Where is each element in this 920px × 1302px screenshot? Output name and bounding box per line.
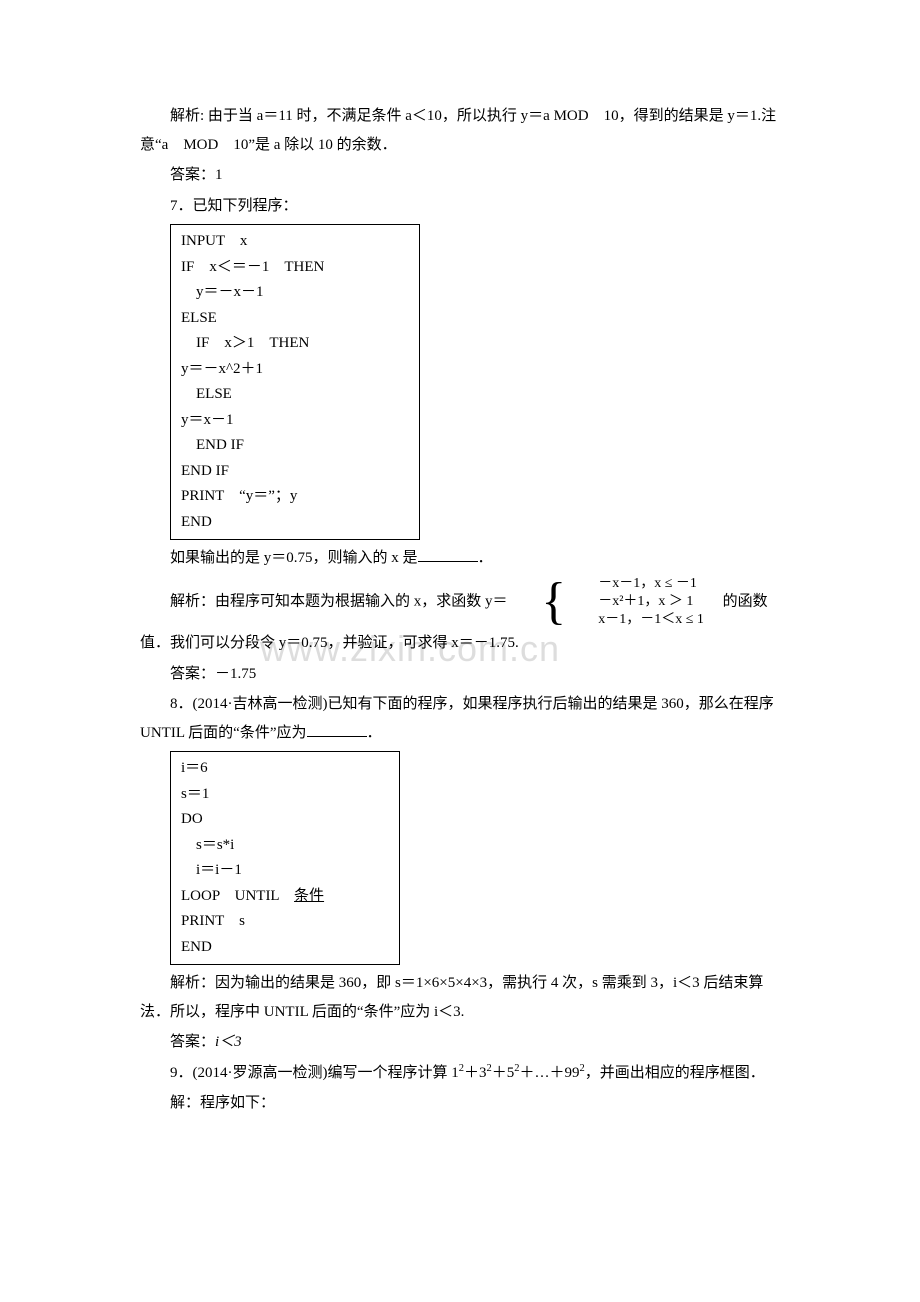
code-line: LOOP UNTIL 条件	[181, 884, 389, 910]
answer-label: 答案：	[170, 1034, 215, 1050]
answer-label: 答案：	[170, 666, 215, 682]
code-underline: 条件	[294, 888, 324, 904]
case-line: －x²＋1，x ＞ 1	[568, 593, 704, 611]
period: ．	[478, 550, 493, 566]
answer-value: －1.75	[215, 666, 256, 682]
p9-heading: 9．(2014·罗源高一检测)编写一个程序计算 12＋32＋52＋…＋992，并…	[140, 1059, 780, 1088]
p6-answer: 答案：1	[140, 161, 780, 190]
code-line: ELSE	[181, 306, 409, 332]
p8-heading: 8．(2014·吉林高一检测)已知有下面的程序，如果程序执行后输出的结果是 36…	[140, 690, 780, 747]
left-brace-icon: {	[511, 576, 566, 628]
fill-blank	[418, 547, 478, 562]
answer-value: i＜3	[215, 1034, 242, 1050]
code-line: END	[181, 935, 389, 961]
code-line: s＝s*i	[181, 833, 389, 859]
code-line: PRINT “y＝”；y	[181, 484, 409, 510]
code-line: s＝1	[181, 782, 389, 808]
p8-explain: 解析：因为输出的结果是 360，即 s＝1×6×5×4×3，需执行 4 次，s …	[140, 969, 780, 1026]
p9-mid3: ＋…＋99	[520, 1065, 580, 1081]
code-line: ELSE	[181, 382, 409, 408]
p8-answer: 答案：i＜3	[140, 1028, 780, 1057]
p7-after-text: 如果输出的是 y＝0.75，则输入的 x 是	[170, 550, 418, 566]
p6-explain: 解析: 由于当 a＝11 时，不满足条件 a＜10，所以执行 y＝a MOD 1…	[140, 102, 780, 159]
code-line: END IF	[181, 433, 409, 459]
p7-explain-pre: 解析：由程序可知本题为根据输入的 x，求函数 y＝	[170, 593, 508, 609]
p7-heading: 7．已知下列程序：	[140, 192, 780, 221]
code-line: PRINT s	[181, 909, 389, 935]
answer-label: 答案：	[170, 167, 215, 183]
p7-code-box: INPUT x IF x＜＝－1 THEN y＝－x－1 ELSE IF x＞1…	[170, 224, 420, 540]
period: ．	[367, 725, 382, 741]
p7-answer: 答案：－1.75	[140, 660, 780, 689]
piecewise-cases: －x－1，x ≤ －1 －x²＋1，x ＞ 1 x－1，－1＜x ≤ 1	[568, 575, 704, 630]
fill-blank	[307, 722, 367, 737]
p7-after: 如果输出的是 y＝0.75，则输入的 x 是 ．	[140, 544, 780, 573]
code-line: END IF	[181, 459, 409, 485]
code-line: IF x＞1 THEN	[181, 331, 409, 357]
p9-pre: 9．(2014·罗源高一检测)编写一个程序计算 1	[170, 1065, 459, 1081]
p8-heading-text: 8．(2014·吉林高一检测)已知有下面的程序，如果程序执行后输出的结果是 36…	[140, 696, 774, 741]
answer-value: 1	[215, 167, 223, 183]
p8-code-box: i＝6 s＝1 DO s＝s*i i＝i－1 LOOP UNTIL 条件 PRI…	[170, 751, 400, 965]
code-line: INPUT x	[181, 229, 409, 255]
code-line: IF x＜＝－1 THEN	[181, 255, 409, 281]
p9-mid: ＋3	[464, 1065, 487, 1081]
p9-post: ，并画出相应的程序框图．	[585, 1065, 765, 1081]
p9-mid2: ＋5	[492, 1065, 515, 1081]
code-line: y＝－x－1	[181, 280, 409, 306]
code-line: END	[181, 510, 409, 536]
code-line: i＝i－1	[181, 858, 389, 884]
p9-sol: 解：程序如下：	[140, 1089, 780, 1118]
code-line: y＝－x^2＋1	[181, 357, 409, 383]
p7-explain: 解析：由程序可知本题为根据输入的 x，求函数 y＝ { －x－1，x ≤ －1 …	[140, 575, 780, 658]
code-line: y＝x－1	[181, 408, 409, 434]
code-text: LOOP UNTIL	[181, 888, 294, 904]
piecewise-function: { －x－1，x ≤ －1 －x²＋1，x ＞ 1 x－1，－1＜x ≤ 1	[511, 575, 704, 630]
case-line: －x－1，x ≤ －1	[568, 575, 704, 593]
code-line: i＝6	[181, 756, 389, 782]
case-line: x－1，－1＜x ≤ 1	[568, 611, 704, 629]
code-line: DO	[181, 807, 389, 833]
